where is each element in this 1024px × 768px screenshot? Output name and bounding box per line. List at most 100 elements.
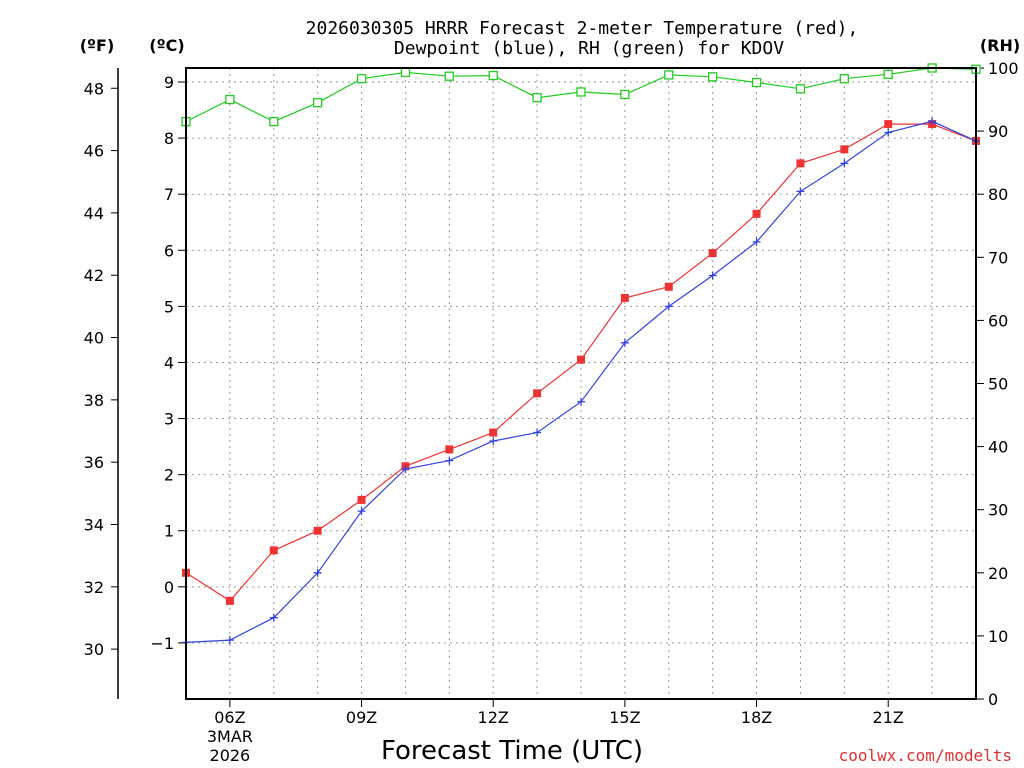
rh-tick-label: 80 — [988, 185, 1008, 204]
temperature-point — [445, 445, 454, 454]
dewpoint-point — [445, 456, 454, 465]
series-layer — [181, 63, 981, 647]
celsius-tick-label: 1 — [164, 522, 174, 541]
rh-point — [488, 70, 498, 81]
rh-point — [313, 98, 323, 108]
fahrenheit-tick-label: 32 — [84, 578, 104, 597]
temperature-point — [577, 355, 585, 364]
dewpoint-point — [928, 117, 937, 126]
temperature-point — [313, 526, 322, 535]
rh-point — [708, 72, 718, 82]
fahrenheit-tick-label: 34 — [84, 516, 104, 535]
celsius-tick-label: 6 — [164, 241, 174, 260]
dewpoint-point — [269, 613, 278, 622]
rh-tick-label: 100 — [988, 59, 1019, 78]
rh-point — [269, 116, 279, 127]
celsius-tick-label: 0 — [164, 578, 174, 597]
x-tick-year-label: 2026 — [210, 746, 251, 765]
rh-series — [181, 63, 981, 127]
rh-tick-label: 40 — [988, 438, 1008, 457]
dewpoint-point — [533, 428, 542, 437]
rh-tick-label: 90 — [988, 122, 1008, 141]
rh-tick-label: 30 — [988, 501, 1008, 520]
dewpoint-point — [708, 271, 717, 280]
rh-point — [883, 69, 893, 79]
rh-point — [839, 74, 849, 84]
fahrenheit-tick-label: 30 — [84, 640, 104, 659]
rh-point — [795, 84, 806, 94]
celsius-axis: −1 0 1 2 3 4 5 6 7 8 9 — [150, 73, 186, 653]
dewpoint-point — [664, 302, 673, 311]
temperature-point — [708, 249, 717, 258]
fahrenheit-tick-label: 40 — [84, 329, 104, 348]
celsius-unit-label: (ºC) — [149, 36, 184, 55]
rh-point — [400, 67, 411, 78]
x-tick-label: 12Z — [478, 708, 509, 727]
rh-tick-label: 10 — [988, 627, 1008, 646]
dewpoint-point — [840, 159, 849, 168]
celsius-tick-label: 8 — [164, 129, 174, 148]
temperature-point — [840, 145, 849, 154]
x-tick-date-label: 3MAR — [207, 727, 253, 746]
dewpoint-point — [225, 636, 234, 645]
temperature-point — [269, 546, 278, 555]
temperature-point — [664, 282, 673, 291]
dewpoint-point — [313, 568, 322, 577]
rh-point — [664, 70, 674, 80]
rh-point — [751, 77, 762, 88]
rh-point — [620, 89, 630, 100]
rh-point — [576, 87, 586, 97]
dewpoint-point — [620, 338, 629, 347]
temperature-point — [620, 293, 629, 302]
fahrenheit-tick-label: 38 — [84, 391, 104, 410]
temperature-point — [489, 428, 498, 437]
temperature-point — [796, 159, 805, 168]
x-tick-label: 18Z — [741, 708, 772, 727]
dewpoint-point — [752, 237, 761, 246]
rh-axis: 0 10 20 30 40 50 60 70 80 90 100 — [976, 59, 1019, 709]
x-tick-label: 21Z — [873, 708, 904, 727]
celsius-tick-label: 2 — [164, 466, 174, 485]
temperature-point — [752, 209, 761, 218]
dewpoint-point — [489, 436, 498, 445]
fahrenheit-tick-label: 44 — [84, 204, 104, 223]
celsius-tick-label: −1 — [150, 634, 174, 653]
x-tick-label: 09Z — [346, 708, 377, 727]
rh-unit-label: (RH) — [980, 36, 1020, 55]
plot-frame — [185, 67, 977, 700]
grid-lines — [186, 68, 976, 699]
temperature-point — [884, 120, 893, 129]
celsius-tick-label: 3 — [164, 410, 174, 429]
rh-point — [444, 71, 454, 81]
rh-tick-label: 70 — [988, 248, 1008, 267]
fahrenheit-tick-label: 42 — [84, 266, 104, 285]
celsius-tick-label: 9 — [164, 73, 174, 92]
celsius-tick-label: 7 — [164, 185, 174, 204]
temperature-point — [533, 389, 542, 398]
fahrenheit-tick-label: 48 — [84, 79, 104, 98]
rh-point — [225, 94, 235, 105]
rh-tick-label: 60 — [988, 311, 1008, 330]
rh-point — [532, 93, 542, 103]
dewpoint-point — [796, 187, 805, 196]
rh-point — [356, 74, 367, 84]
temperature-point — [357, 495, 366, 504]
x-axis-label: Forecast Time (UTC) — [381, 736, 643, 766]
x-tick-label: 06Z — [214, 708, 245, 727]
fahrenheit-unit-label: (ºF) — [80, 36, 115, 55]
credit-text: coolwx.com/modelts — [839, 746, 1012, 765]
dewpoint-point — [357, 507, 366, 516]
chart-title-line1: 2026030305 HRRR Forecast 2-meter Tempera… — [306, 18, 859, 39]
rh-tick-label: 0 — [988, 690, 998, 709]
dewpoint-series — [182, 117, 980, 647]
rh-tick-label: 20 — [988, 564, 1008, 583]
temperature-point — [225, 596, 234, 605]
fahrenheit-tick-label: 36 — [84, 453, 104, 472]
fahrenheit-tick-label: 46 — [84, 142, 104, 161]
x-tick-label: 15Z — [609, 708, 640, 727]
celsius-tick-label: 5 — [164, 297, 174, 316]
fahrenheit-axis: 30 32 34 36 38 40 42 44 46 48 — [84, 79, 118, 659]
dewpoint-point — [884, 128, 893, 137]
